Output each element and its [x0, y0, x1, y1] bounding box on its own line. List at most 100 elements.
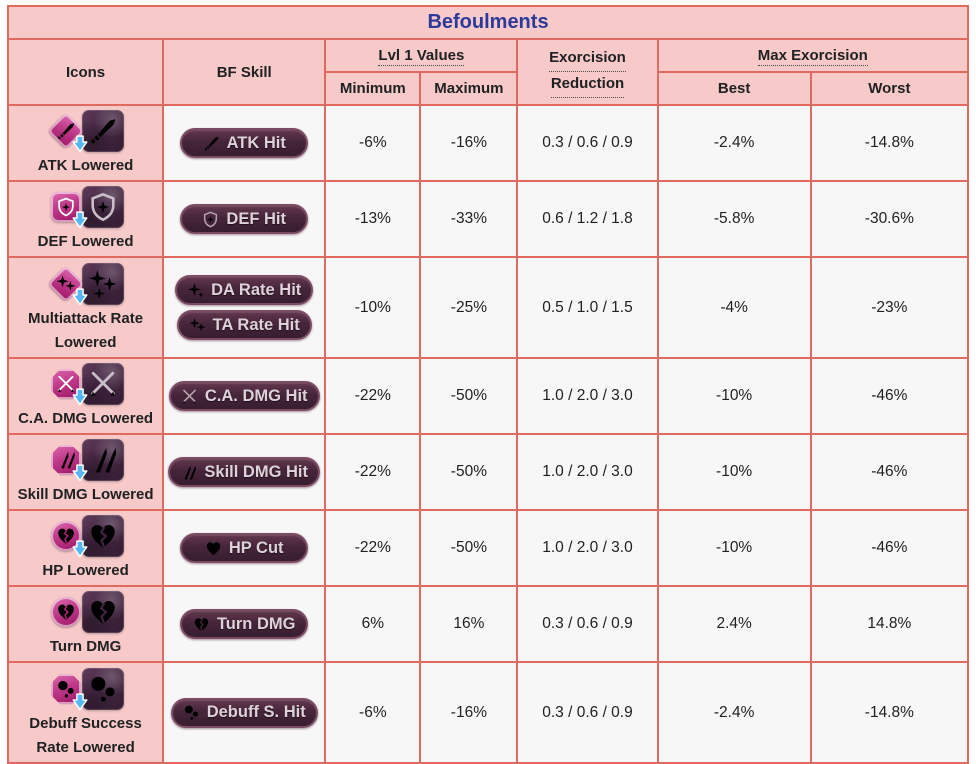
skill-pill-def-hit[interactable]: DEF Hit — [180, 204, 309, 234]
status-name: Turn DMG — [49, 638, 122, 656]
bf-skill-cell: C.A. DMG Hit — [162, 357, 327, 435]
status-icons-cell: HP Lowered — [6, 509, 165, 587]
reduction-value: 0.3 / 0.6 / 0.9 — [516, 104, 659, 182]
reduction-value: 1.0 / 2.0 / 3.0 — [516, 433, 659, 511]
worst-value: 14.8% — [809, 585, 970, 663]
maximum-value: 16% — [419, 585, 519, 663]
reduction-value: 1.0 / 2.0 / 3.0 — [516, 509, 659, 587]
double-spark-icon — [189, 317, 206, 334]
skill-dmg-lowered-icon — [47, 441, 85, 479]
col-header-best: Best — [656, 71, 812, 106]
down-arrow-icon — [71, 211, 89, 229]
minimum-value: -6% — [324, 661, 422, 764]
shield-art-icon — [82, 186, 125, 229]
minimum-value: -22% — [324, 433, 422, 511]
status-icons-cell: Turn DMG — [6, 585, 165, 663]
worst-value: -46% — [809, 509, 970, 587]
maximum-value: -50% — [419, 433, 519, 511]
maximum-value: -33% — [419, 180, 519, 258]
skill-pill-ta-rate-hit[interactable]: TA Rate Hit — [176, 310, 312, 340]
reduction-value: 0.6 / 1.2 / 1.8 — [516, 180, 659, 258]
skill-pill-skill-dmg-hit[interactable]: Skill DMG Hit — [168, 457, 320, 487]
skill-pill-label: HP Cut — [228, 538, 284, 557]
best-value: 2.4% — [656, 585, 812, 663]
col-header-exorcision-reduction: Exorcision Reduction — [516, 38, 659, 106]
down-arrow-icon — [71, 540, 89, 558]
reduction-value: 0.3 / 0.6 / 0.9 — [516, 585, 659, 663]
spark-icon — [187, 282, 204, 299]
lvl1-values-tooltip[interactable]: Lvl 1 Values — [378, 47, 465, 66]
minimum-value: -22% — [324, 357, 422, 435]
reduction-value: 1.0 / 2.0 / 3.0 — [516, 357, 659, 435]
skill-pill-da-rate-hit[interactable]: DA Rate Hit — [175, 275, 314, 305]
bf-skill-cell: Skill DMG Hit — [162, 433, 327, 511]
status-name: Debuff Success Rate Lowered — [29, 715, 142, 756]
table-row: Skill DMG Lowered Skill DMG Hit -22% -50… — [6, 433, 970, 511]
maximum-value: -50% — [419, 509, 519, 587]
turn-dmg-icon — [47, 593, 85, 631]
best-value: -4% — [656, 256, 812, 359]
bf-skill-cell: Turn DMG — [162, 585, 327, 663]
table-row: DEF Lowered DEF Hit -13% -33% 0.6 / 1.2 … — [6, 180, 970, 258]
skill-pill-hp-cut[interactable]: HP Cut — [180, 533, 309, 563]
status-name: C.A. DMG Lowered — [18, 410, 154, 428]
skill-pill-ca-dmg-hit[interactable]: C.A. DMG Hit — [168, 381, 320, 411]
minimum-value: 6% — [324, 585, 422, 663]
skill-pill-label: Debuff S. Hit — [206, 703, 306, 721]
bf-skill-cell: DEF Hit — [162, 180, 327, 258]
befoulments-table: Befoulments Icons BF Skill Lvl 1 Values … — [6, 5, 970, 764]
col-header-minimum: Minimum — [324, 71, 422, 106]
minimum-value: -6% — [324, 104, 422, 182]
skill-pill-label: DA Rate Hit — [211, 280, 302, 299]
broken-heart-art-icon — [82, 515, 125, 558]
worst-value: -46% — [809, 357, 970, 435]
skill-pill-debuff-s-hit[interactable]: Debuff S. Hit — [170, 697, 318, 728]
broken-heart-icon — [56, 602, 76, 622]
status-icons-cell: C.A. DMG Lowered — [6, 357, 165, 435]
maximum-value: -25% — [419, 256, 519, 359]
minimum-value: -10% — [324, 256, 422, 359]
sword-icon — [203, 135, 220, 152]
col-header-maximum: Maximum — [419, 71, 519, 106]
page-title: Befoulments — [7, 5, 969, 40]
table-row: ATK Lowered ATK Hit -6% -16% 0.3 / 0.6 /… — [6, 104, 970, 182]
broken-heart-icon — [193, 616, 210, 633]
bubbles-icon — [183, 704, 200, 721]
best-value: -2.4% — [656, 661, 812, 764]
minimum-value: -22% — [324, 509, 422, 587]
reduction-tooltip[interactable]: Reduction — [550, 72, 625, 98]
sparks-art-icon — [82, 263, 125, 306]
table-row: Multiattack Rate Lowered DA Rate Hit TA … — [6, 256, 970, 359]
bf-skill-cell: ATK Hit — [162, 104, 327, 182]
def-lowered-icon — [47, 188, 85, 226]
maximum-value: -50% — [419, 357, 519, 435]
best-value: -10% — [656, 433, 812, 511]
status-name: DEF Lowered — [37, 233, 134, 251]
bf-skill-cell: DA Rate Hit TA Rate Hit — [162, 256, 327, 359]
status-name: ATK Lowered — [37, 157, 134, 175]
worst-value: -14.8% — [809, 661, 970, 764]
skill-pill-label: ATK Hit — [226, 133, 286, 152]
skill-pill-atk-hit[interactable]: ATK Hit — [180, 128, 309, 158]
bf-skill-cell: HP Cut — [162, 509, 327, 587]
bf-skill-cell: Debuff S. Hit — [162, 661, 327, 764]
max-exorcision-tooltip[interactable]: Max Exorcision — [757, 47, 868, 66]
reduction-value: 0.3 / 0.6 / 0.9 — [516, 661, 659, 764]
best-value: -5.8% — [656, 180, 812, 258]
exorcision-tooltip[interactable]: Exorcision — [549, 46, 626, 72]
down-arrow-icon — [71, 135, 89, 153]
hp-lowered-icon — [47, 517, 85, 555]
status-icons-cell: Skill DMG Lowered — [6, 433, 165, 511]
status-name: Skill DMG Lowered — [17, 486, 154, 504]
col-header-worst: Worst — [809, 71, 970, 106]
status-name: Multiattack Rate Lowered — [28, 310, 144, 351]
worst-value: -46% — [809, 433, 970, 511]
minimum-value: -13% — [324, 180, 422, 258]
col-header-bf-skill: BF Skill — [162, 38, 327, 106]
bubbles-art-icon — [82, 668, 125, 711]
header-row-sub: Minimum Maximum Best Worst — [8, 71, 970, 106]
down-arrow-icon — [71, 288, 89, 306]
status-icons-cell: Debuff Success Rate Lowered — [6, 661, 165, 764]
skill-pill-turn-dmg[interactable]: Turn DMG — [180, 609, 309, 639]
daggers-art-icon — [82, 439, 125, 482]
